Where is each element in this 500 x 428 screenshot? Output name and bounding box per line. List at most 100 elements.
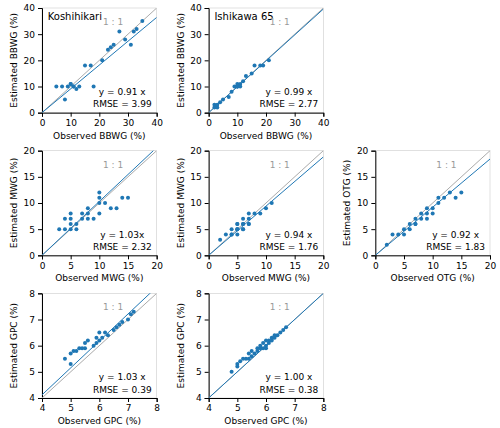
equation: y = 0.94 x xyxy=(266,230,313,240)
point xyxy=(77,85,81,89)
plot-area xyxy=(42,8,157,113)
plot-frame xyxy=(209,8,324,113)
point xyxy=(235,222,239,226)
point xyxy=(261,64,265,68)
tick-label: 0 xyxy=(206,118,212,128)
point xyxy=(109,206,113,210)
point xyxy=(126,318,130,322)
identity-line xyxy=(209,8,324,113)
tick: 10 xyxy=(190,82,208,92)
point xyxy=(241,222,245,226)
tick: 6 xyxy=(97,398,103,413)
point xyxy=(115,206,119,210)
tick-mark xyxy=(38,293,42,294)
point xyxy=(235,232,239,236)
equation: y = 1.00 x xyxy=(266,372,313,382)
tick: 0 xyxy=(206,255,212,270)
plot-area xyxy=(209,293,324,398)
tick-mark xyxy=(38,229,42,230)
tick-label: 20 xyxy=(151,261,163,271)
tick-label: 10 xyxy=(190,82,202,92)
tick-mark xyxy=(371,203,375,204)
tick-label: 10 xyxy=(24,198,36,208)
tick: 20 xyxy=(261,113,273,128)
point xyxy=(425,217,429,221)
point xyxy=(57,227,61,231)
point xyxy=(126,196,130,200)
tick-label: 20 xyxy=(261,118,273,128)
point xyxy=(106,333,110,337)
tick-mark xyxy=(99,398,100,402)
point xyxy=(431,206,435,210)
tick-mark xyxy=(157,113,158,117)
tick-label: 4 xyxy=(196,393,202,403)
tick-mark xyxy=(205,293,209,294)
tick-label: 5 xyxy=(29,225,35,235)
plot-area xyxy=(42,151,157,256)
equation: y = 0.99 x xyxy=(266,87,313,97)
tick-label: 5 xyxy=(196,367,202,377)
tick-mark xyxy=(38,177,42,178)
y-axis: 010203040 xyxy=(24,3,43,118)
tick-mark xyxy=(205,203,209,204)
point xyxy=(86,217,90,221)
point xyxy=(227,95,231,99)
plot-frame xyxy=(209,293,324,398)
x-axis-title: Observed GPC (%) xyxy=(58,416,141,426)
point xyxy=(86,211,90,215)
tick: 0 xyxy=(206,113,212,128)
panel: 0510152005101520Observed OTG (%)Estimate… xyxy=(342,146,496,283)
point xyxy=(385,243,389,247)
tick: 15 xyxy=(24,172,42,182)
tick: 40 xyxy=(318,113,330,128)
panel: 4567845678Observed GPC (%)Estimated GPC … xyxy=(176,289,327,426)
x-axis: 05101520 xyxy=(373,255,497,270)
tick: 20 xyxy=(357,146,375,156)
tick-mark xyxy=(205,372,209,373)
tick: 7 xyxy=(292,398,298,413)
point xyxy=(224,232,228,236)
rmse: RMSE = 2.77 xyxy=(260,99,319,109)
point xyxy=(419,211,423,215)
tick-mark xyxy=(157,398,158,402)
point xyxy=(74,222,78,226)
point xyxy=(253,211,257,215)
panel: 0510152005101520Observed MWG (%)Estimate… xyxy=(9,146,163,283)
x-axis-title: Observed MWG (%) xyxy=(55,273,143,283)
tick-label: 10 xyxy=(261,261,273,271)
identity-line xyxy=(209,293,324,398)
point xyxy=(408,222,412,226)
point xyxy=(89,64,93,68)
point xyxy=(100,336,104,340)
x-axis: 010203040 xyxy=(40,113,164,128)
axis-line xyxy=(205,294,210,399)
tick: 4 xyxy=(196,393,209,403)
tick-label: 20 xyxy=(190,146,202,156)
tick-mark xyxy=(205,113,209,114)
tick-label: 15 xyxy=(123,261,134,271)
tick: 0 xyxy=(363,251,376,261)
tick: 10 xyxy=(190,198,208,208)
plot-area xyxy=(375,151,490,256)
tick-label: 6 xyxy=(196,341,202,351)
tick: 10 xyxy=(261,255,273,270)
tick-mark xyxy=(433,255,434,259)
tick-label: 40 xyxy=(151,118,163,128)
point xyxy=(413,217,417,221)
tick-mark xyxy=(295,398,296,402)
tick-label: 30 xyxy=(289,118,301,128)
identity-line xyxy=(375,151,490,256)
x-axis: 0 10 20 30 40 xyxy=(206,113,330,128)
point xyxy=(117,30,121,34)
tick: 20 xyxy=(190,56,208,66)
tick: 10 xyxy=(232,113,244,128)
point xyxy=(247,217,251,221)
tick-label: 8 xyxy=(321,403,327,413)
point xyxy=(238,85,242,89)
tick-mark xyxy=(237,398,238,402)
tick: 10 xyxy=(65,113,77,128)
tick: 0 xyxy=(40,113,46,128)
tick-label: 8 xyxy=(196,289,202,299)
point xyxy=(448,191,452,195)
point xyxy=(69,217,73,221)
